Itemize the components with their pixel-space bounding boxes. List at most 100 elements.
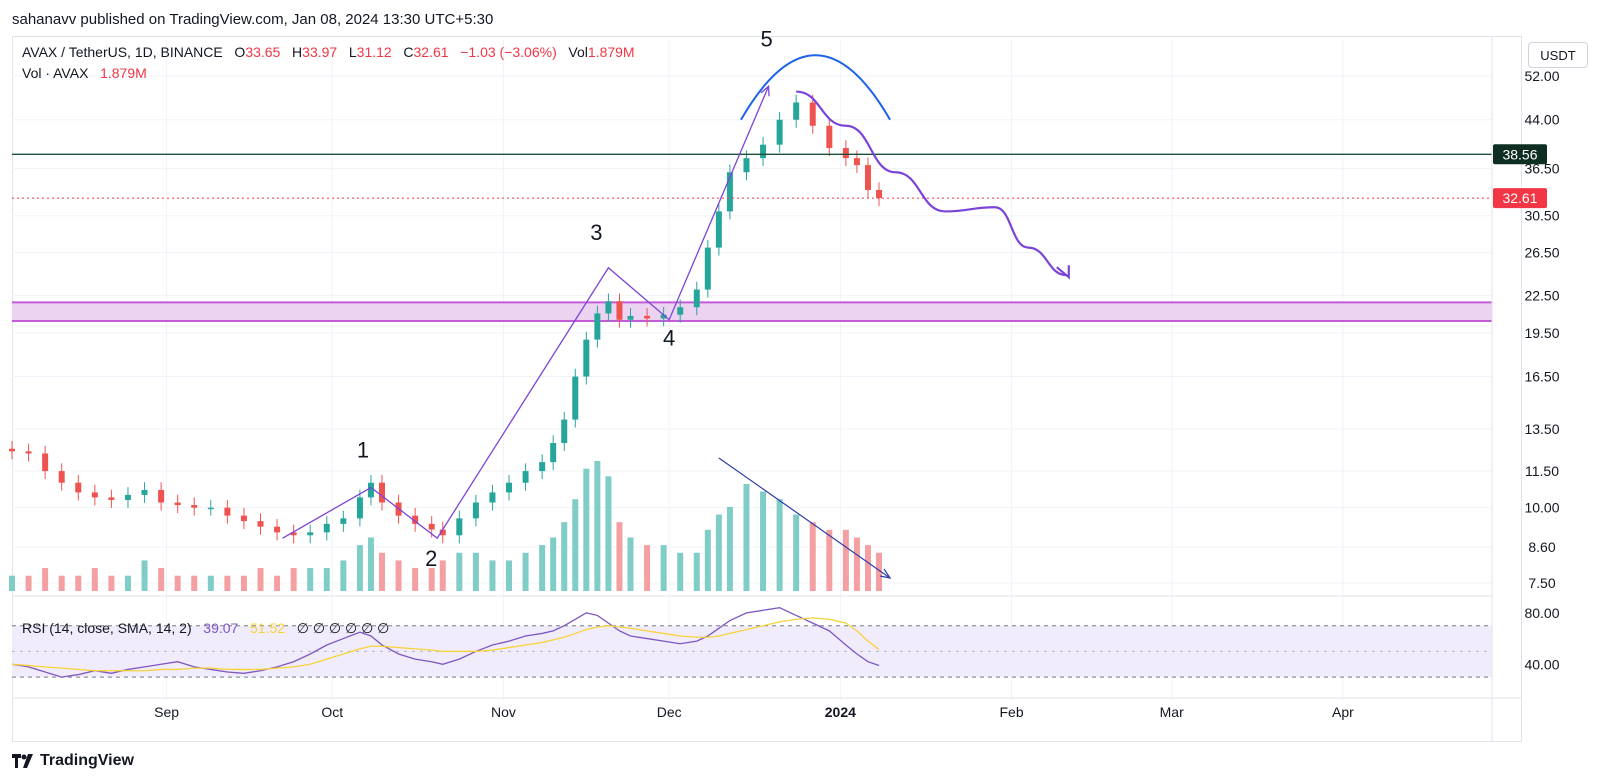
candle-body — [141, 489, 148, 495]
volume-bar — [876, 552, 883, 591]
candle-body — [191, 505, 198, 508]
date-tick-label: Sep — [154, 704, 179, 720]
volume-bar — [826, 529, 833, 591]
volume-bar — [174, 575, 181, 591]
candle-body — [826, 125, 833, 148]
wave-label-4: 4 — [663, 326, 675, 351]
currency-button[interactable]: USDT — [1528, 42, 1588, 68]
wave-arrowhead — [760, 84, 770, 97]
volume-bar — [472, 552, 479, 591]
candle-body — [660, 314, 667, 319]
top-arc — [740, 54, 891, 121]
candle-body — [583, 339, 590, 377]
rsi-empty-values: ∅ ∅ ∅ ∅ ∅ ∅ — [296, 620, 390, 636]
vol-series-label[interactable]: Vol · AVAX — [22, 65, 89, 81]
volume-bar — [124, 575, 131, 591]
price-tick-label: 44.00 — [1524, 112, 1559, 128]
price-tick-label: 52.00 — [1524, 68, 1559, 84]
candle-body — [853, 158, 860, 166]
low-label: L — [348, 44, 357, 60]
candle-body — [776, 119, 783, 145]
open-label: O — [234, 44, 246, 60]
candle-body — [456, 518, 463, 536]
volume-bar — [25, 575, 32, 591]
candle-body — [809, 102, 816, 126]
candle-body — [677, 307, 684, 315]
candle-body — [42, 453, 49, 472]
volume-bar — [356, 545, 363, 591]
candle-body — [323, 523, 330, 533]
price-tick-label: 19.50 — [1524, 325, 1559, 341]
vol-label: Vol — [568, 44, 588, 60]
date-tick-label: Feb — [999, 704, 1023, 720]
support-zone — [12, 302, 1492, 322]
candle-body — [9, 448, 15, 452]
candle-body — [158, 489, 165, 503]
volume-bar — [141, 560, 148, 591]
volume-bar — [572, 499, 579, 591]
candle-body — [379, 482, 385, 503]
price-tick-label: 7.50 — [1528, 575, 1555, 591]
rsi-layer: 40.00 80.00 — [11, 605, 1560, 678]
rsi-sma-line — [11, 617, 880, 672]
volume-bar — [522, 552, 529, 591]
price-tag-label: 32.61 — [1502, 190, 1537, 206]
price-tick-label: 22.50 — [1524, 287, 1559, 303]
volume-bar — [506, 560, 513, 591]
wave-label-5: 5 — [760, 26, 772, 51]
candle-body — [864, 165, 871, 190]
rsi-label[interactable]: RSI (14, close, SMA, 14, 2) — [22, 620, 192, 636]
volume-bar — [539, 545, 546, 591]
grid-layer — [12, 40, 1492, 700]
volume-bar — [75, 575, 82, 591]
volume-bar — [693, 552, 700, 591]
volume-legend: Vol · AVAX 1.879M — [22, 65, 147, 81]
candle-body — [412, 515, 419, 524]
volume-bar — [158, 568, 165, 591]
volume-bar — [240, 575, 247, 591]
rsi-tick-label: 80.00 — [1524, 605, 1559, 621]
close-label: C — [403, 44, 414, 60]
candle-body — [439, 529, 446, 536]
volume-bar — [456, 552, 463, 591]
projection-curve — [796, 90, 1067, 277]
candle-body — [726, 172, 733, 212]
volume-bar — [704, 529, 711, 591]
rsi-sma-value: 51.52 — [250, 620, 286, 636]
candle-body — [842, 147, 849, 159]
date-tick-label: Mar — [1160, 704, 1184, 720]
chart-panel[interactable] — [12, 36, 1522, 742]
volume-bar — [793, 514, 800, 591]
volume-bar — [660, 545, 667, 591]
symbol-label[interactable]: AVAX / TetherUS, 1D, BINANCE — [22, 44, 223, 60]
resistance-price-tag — [1493, 144, 1547, 165]
volume-bar — [439, 560, 446, 591]
volume-bar — [853, 537, 860, 591]
candle-body — [240, 515, 247, 522]
volume-bar — [776, 499, 783, 591]
volume-bar — [864, 545, 871, 591]
candle-body — [616, 301, 623, 320]
close-value: 32.61 — [413, 44, 449, 60]
level-layer: 38.56 32.61 — [12, 144, 1547, 209]
candle-body — [58, 471, 65, 483]
volume-bar — [379, 552, 385, 591]
price-tick-label: 16.50 — [1524, 369, 1559, 385]
rsi-legend: RSI (14, close, SMA, 14, 2) 39.07 51.52 … — [22, 620, 389, 637]
annotation-layer: 1 2 3 4 5 — [282, 26, 1070, 579]
candle-body — [290, 532, 297, 536]
tradingview-logo[interactable]: TradingView — [12, 752, 134, 770]
volume-bar — [627, 537, 634, 591]
date-tick-label: Dec — [657, 704, 682, 720]
volume-bar — [340, 560, 347, 591]
candle-body — [124, 494, 131, 500]
volume-bar — [583, 468, 590, 591]
low-value: 31.12 — [356, 44, 392, 60]
high-label: H — [292, 44, 303, 60]
volume-bar — [715, 514, 722, 591]
volume-bar — [743, 483, 750, 591]
candle-body — [522, 471, 529, 483]
candle-body — [428, 523, 435, 530]
volume-bar — [91, 568, 98, 591]
